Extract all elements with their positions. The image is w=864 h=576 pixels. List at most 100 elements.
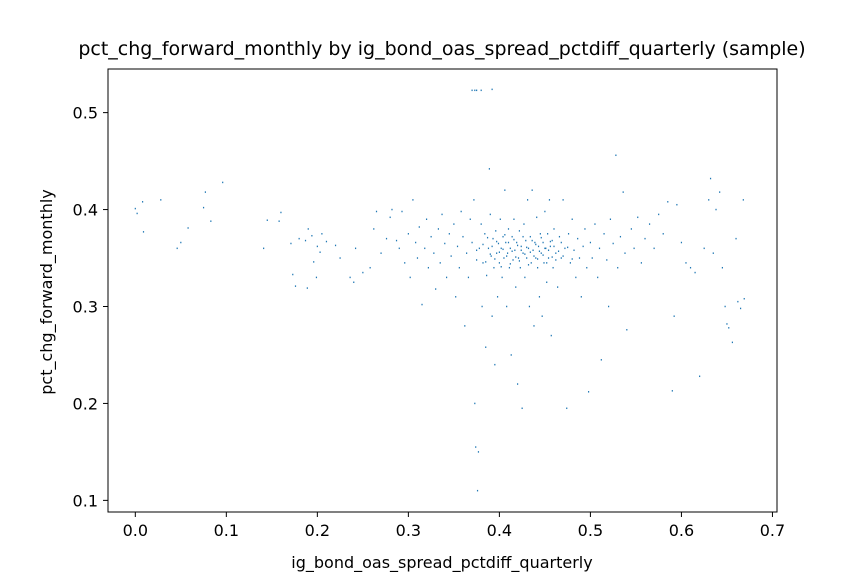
scatter-point bbox=[546, 262, 548, 264]
scatter-point bbox=[503, 257, 505, 259]
scatter-point bbox=[495, 230, 497, 232]
scatter-point bbox=[134, 207, 136, 210]
scatter-point bbox=[653, 247, 655, 250]
scatter-point bbox=[528, 305, 531, 308]
scatter-point bbox=[637, 216, 639, 219]
scatter-point bbox=[719, 191, 721, 193]
scatter-point bbox=[491, 88, 493, 91]
x-tick-label: 0.1 bbox=[214, 521, 239, 540]
scatter-point bbox=[391, 208, 393, 211]
scatter-point bbox=[712, 252, 714, 254]
scatter-point bbox=[469, 218, 471, 220]
scatter-point bbox=[480, 223, 482, 225]
scatter-point bbox=[424, 247, 426, 250]
scatter-point bbox=[518, 230, 521, 232]
scatter-point bbox=[735, 237, 737, 240]
scatter-point bbox=[354, 247, 357, 250]
scatter-point bbox=[731, 341, 733, 344]
scatter-point bbox=[404, 262, 406, 264]
scatter-point bbox=[520, 249, 522, 252]
scatter-point bbox=[467, 276, 470, 279]
scatter-point bbox=[671, 390, 673, 392]
scatter-point bbox=[587, 391, 590, 393]
scatter-point bbox=[421, 303, 423, 306]
scatter-point bbox=[699, 375, 701, 378]
scatter-point bbox=[535, 257, 537, 259]
scatter-point bbox=[509, 263, 511, 265]
scatter-point bbox=[537, 245, 540, 248]
scatter-point bbox=[526, 246, 528, 249]
scatter-point bbox=[522, 235, 524, 238]
scatter-point bbox=[492, 237, 494, 240]
scatter-point bbox=[516, 383, 519, 385]
scatter-point bbox=[482, 243, 484, 246]
scatter-point bbox=[558, 235, 561, 238]
scatter-point bbox=[500, 266, 502, 268]
scatter-point bbox=[694, 271, 696, 274]
y-tick-label: 0.5 bbox=[73, 104, 98, 123]
scatter-point bbox=[518, 260, 521, 262]
scatter-point bbox=[553, 228, 555, 230]
scatter-point bbox=[513, 218, 515, 220]
scatter-point bbox=[510, 354, 512, 356]
scatter-point bbox=[726, 323, 728, 325]
y-axis-label: pct_chg_forward_monthly bbox=[37, 189, 57, 395]
scatter-point bbox=[373, 228, 375, 230]
scatter-point bbox=[543, 262, 545, 264]
scatter-point bbox=[353, 281, 355, 284]
scatter-point bbox=[549, 245, 551, 248]
scatter-point bbox=[527, 247, 530, 250]
scatter-point bbox=[439, 262, 441, 264]
scatter-point bbox=[562, 255, 564, 257]
scatter-point bbox=[446, 276, 448, 279]
scatter-point bbox=[460, 210, 462, 213]
scatter-point bbox=[401, 210, 403, 213]
scatter-point bbox=[547, 233, 549, 235]
scatter-point bbox=[589, 241, 592, 244]
scatter-point bbox=[418, 226, 420, 228]
scatter-point bbox=[453, 223, 455, 225]
scatter-point bbox=[550, 334, 552, 337]
scatter-point bbox=[160, 199, 162, 201]
scatter-point bbox=[292, 273, 294, 276]
scatter-point bbox=[304, 239, 307, 242]
x-tick-label: 0.6 bbox=[669, 521, 694, 540]
scatter-point bbox=[488, 168, 490, 170]
scatter-point bbox=[496, 240, 498, 243]
chart-title: pct_chg_forward_monthly by ig_bond_oas_s… bbox=[78, 38, 805, 60]
scatter-point bbox=[547, 249, 550, 252]
scatter-point bbox=[502, 235, 504, 238]
scatter-point bbox=[476, 489, 479, 492]
scatter-point bbox=[504, 234, 506, 236]
scatter-point bbox=[527, 264, 530, 266]
scatter-point bbox=[511, 235, 513, 238]
scatter-point bbox=[680, 241, 683, 244]
scatter-point bbox=[456, 245, 459, 248]
scatter-point bbox=[531, 189, 533, 191]
scatter-point bbox=[362, 271, 364, 274]
scatter-point bbox=[555, 259, 557, 261]
scatter-point bbox=[624, 252, 626, 254]
scatter-point bbox=[504, 189, 506, 191]
scatter-point bbox=[541, 315, 543, 317]
scatter-point bbox=[584, 228, 586, 230]
scatter-point bbox=[307, 228, 309, 230]
scatter-point bbox=[676, 203, 678, 206]
scatter-point bbox=[586, 266, 588, 269]
scatter-point bbox=[566, 407, 568, 410]
scatter-point bbox=[619, 235, 622, 238]
scatter-point bbox=[505, 241, 507, 244]
scatter-point bbox=[597, 276, 599, 279]
x-tick-label: 0.2 bbox=[305, 521, 330, 540]
scatter-point bbox=[537, 266, 539, 269]
scatter-point bbox=[478, 247, 480, 250]
scatter-point bbox=[739, 307, 742, 310]
scatter-point bbox=[531, 239, 533, 242]
scatter-point bbox=[204, 191, 206, 193]
x-axis-label: ig_bond_oas_spread_pctdiff_quarterly bbox=[291, 553, 592, 573]
scatter-point bbox=[544, 210, 546, 213]
scatter-point bbox=[142, 231, 145, 233]
x-tick-label: 0.4 bbox=[487, 521, 512, 540]
